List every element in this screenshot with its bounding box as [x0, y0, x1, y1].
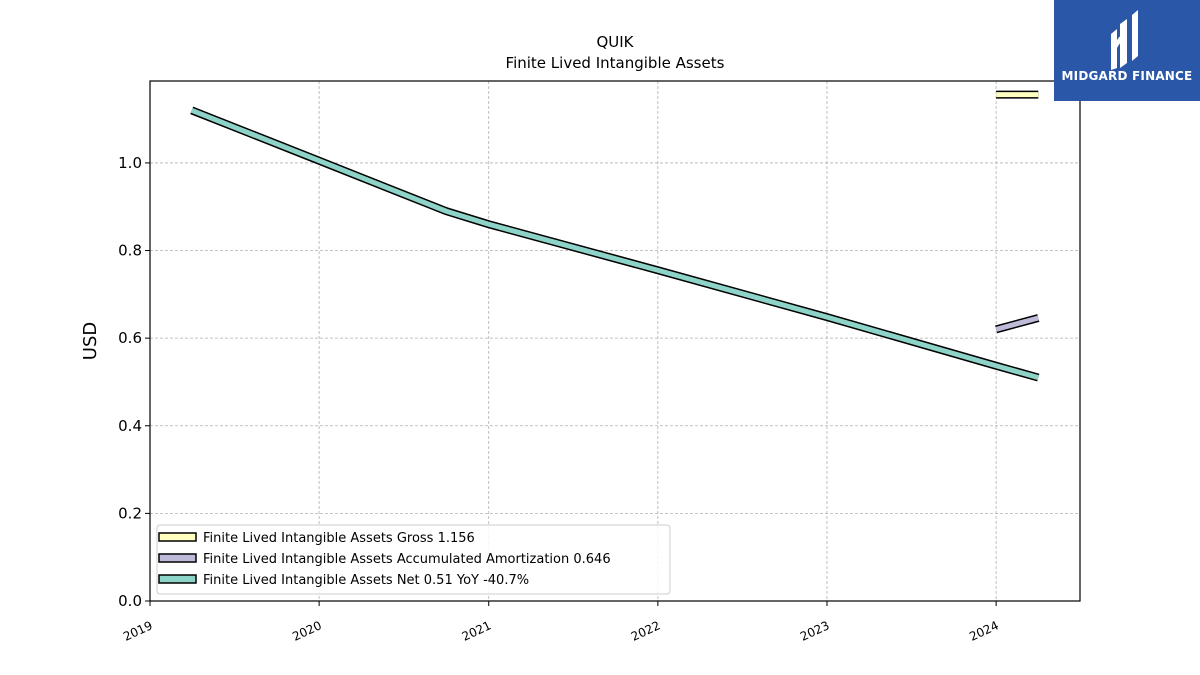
series-line: [995, 315, 1039, 332]
x-tick-label: 2021: [460, 618, 494, 644]
legend-swatch: [158, 553, 197, 563]
y-tick-label: 0.4: [118, 417, 142, 435]
y-tick-label: 0.6: [118, 329, 142, 347]
x-tick-label: 2024: [967, 618, 1001, 644]
logo-text: MIDGARD FINANCE: [1061, 69, 1193, 83]
x-tick-label: 2022: [629, 618, 663, 644]
chart-title: QUIK: [596, 33, 634, 51]
y-tick-label: 0.2: [118, 504, 142, 522]
grid: [149, 81, 1080, 602]
legend-label: Finite Lived Intangible Assets Accumulat…: [203, 552, 611, 567]
series-outline: [190, 106, 1040, 382]
midgard-finance-logo: MIDGARD FINANCE: [1054, 0, 1200, 101]
legend-label: Finite Lived Intangible Assets Gross 1.1…: [203, 531, 475, 546]
plot-frame: [149, 80, 1081, 602]
series-lines: [190, 90, 1040, 382]
legend-swatch: [158, 574, 197, 584]
logo-mark-icon: [1111, 10, 1138, 70]
legend-box: [156, 524, 671, 595]
y-tick-label: 1.0: [118, 154, 142, 172]
legend: Finite Lived Intangible Assets Gross 1.1…: [156, 524, 671, 595]
chart-subtitle: Finite Lived Intangible Assets: [506, 54, 725, 72]
legend-swatch: [158, 532, 197, 542]
legend-label: Finite Lived Intangible Assets Net 0.51 …: [203, 573, 529, 588]
y-tick-label: 0.0: [118, 592, 142, 610]
x-tick-label: 2023: [798, 618, 832, 644]
y-tick-label: 0.8: [118, 242, 142, 260]
x-tick-label: 2020: [290, 618, 324, 644]
series-line: [190, 108, 1039, 380]
y-axis-label: USD: [80, 322, 101, 360]
x-tick-label: 2019: [121, 618, 155, 644]
